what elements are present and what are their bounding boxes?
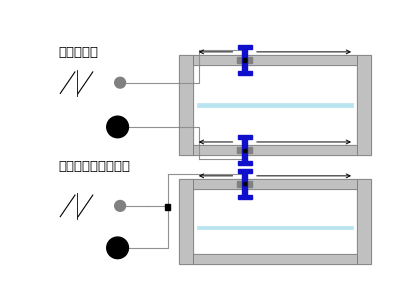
Bar: [243, 182, 246, 185]
Bar: [179, 179, 193, 264]
Bar: [193, 189, 357, 254]
Bar: [59, 193, 94, 219]
Bar: [357, 179, 371, 264]
Bar: [242, 136, 247, 164]
Text: 透過率計測: 透過率計測: [59, 46, 99, 59]
Bar: [238, 161, 252, 165]
Bar: [238, 195, 252, 199]
Bar: [59, 70, 94, 96]
Bar: [242, 170, 247, 198]
Bar: [165, 204, 170, 210]
Bar: [193, 179, 357, 189]
Bar: [193, 145, 357, 155]
Bar: [97, 191, 148, 221]
Bar: [237, 57, 241, 63]
Bar: [243, 58, 246, 61]
Bar: [179, 179, 193, 264]
Bar: [193, 55, 357, 65]
Bar: [197, 103, 353, 106]
Bar: [248, 57, 252, 63]
Bar: [193, 65, 357, 145]
Bar: [193, 254, 357, 264]
Circle shape: [107, 116, 129, 138]
Bar: [193, 145, 357, 155]
Text: 反射率（膜厘）計測: 反射率（膜厘）計測: [59, 160, 131, 173]
Bar: [179, 55, 193, 155]
Circle shape: [115, 77, 126, 88]
Bar: [248, 147, 252, 153]
Bar: [193, 55, 357, 65]
Bar: [248, 181, 252, 187]
Bar: [243, 149, 246, 152]
Bar: [238, 168, 252, 173]
Bar: [90, 230, 148, 265]
Bar: [357, 179, 371, 264]
Bar: [238, 135, 252, 139]
Bar: [197, 226, 353, 229]
Bar: [237, 181, 241, 187]
Circle shape: [115, 201, 126, 211]
Bar: [238, 45, 252, 49]
Bar: [193, 254, 357, 264]
Circle shape: [107, 237, 129, 259]
Bar: [242, 46, 247, 74]
Bar: [357, 55, 371, 155]
Bar: [179, 55, 193, 155]
Bar: [97, 67, 148, 98]
Bar: [90, 110, 148, 144]
Bar: [357, 55, 371, 155]
Bar: [193, 179, 357, 189]
Bar: [238, 71, 252, 75]
Bar: [237, 147, 241, 153]
